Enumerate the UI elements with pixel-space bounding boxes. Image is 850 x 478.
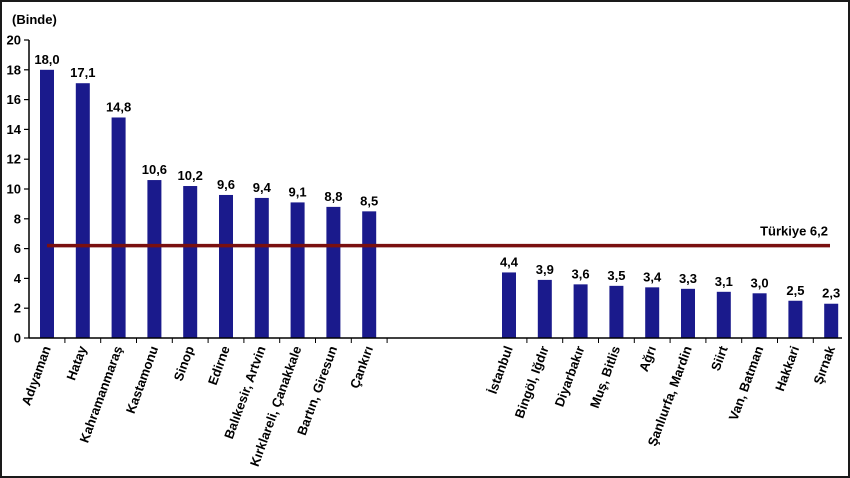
data-label: 9,6 [217,177,235,192]
data-label: 3,3 [679,271,697,286]
data-label: 8,8 [324,189,342,204]
bars [40,69,839,343]
bar [573,284,588,338]
bar [40,69,54,339]
bar [824,303,839,338]
data-label: 3,9 [536,262,554,277]
category-label: Diyarbakır [552,344,588,409]
bar [111,117,126,338]
y-tick-label: 6 [14,241,21,256]
y-tick-label: 20 [7,33,21,48]
category-label: Hakkari [772,344,802,393]
data-label: 9,4 [253,180,272,195]
reference-line-label: Türkiye 6,2 [760,224,828,239]
bar [362,211,377,338]
bar [183,186,198,338]
data-label: 10,6 [142,162,167,177]
data-label: 14,8 [106,99,131,114]
data-label: 3,1 [715,274,733,289]
y-tick-label: 14 [7,122,22,137]
data-label: 2,3 [822,286,840,301]
category-label: Bingöl, Iğdır [512,344,552,420]
y-tick-label: 8 [14,211,21,226]
y-axis: 0 2 4 6 8 10 12 14 16 18 20 [7,33,30,346]
bar [254,197,269,338]
data-label: 2,5 [786,283,804,298]
category-label: Ağrı [636,344,659,374]
bar [681,288,695,338]
bar [75,83,90,339]
bar [609,285,624,338]
y-axis-unit-label: (Binde) [12,12,57,27]
bar [716,291,731,338]
y-tick-label: 10 [7,182,21,197]
category-label: Edirne [205,344,233,387]
data-label: 17,1 [70,65,95,80]
bar [537,279,552,338]
data-label: 3,5 [607,268,625,283]
y-tick-label: 16 [7,92,21,107]
data-label: 3,6 [572,266,590,281]
bar [752,293,767,338]
data-label: 3,0 [751,275,769,290]
category-label: Çankırı [347,344,376,391]
y-tick-label: 2 [14,301,21,316]
y-tick-label: 18 [7,62,21,77]
data-label: 8,5 [360,193,378,208]
category-label: Van, Batman [726,344,767,423]
bar [147,180,162,338]
bar [788,300,803,338]
category-label: Sinop [171,344,197,383]
y-tick-label: 4 [14,271,22,286]
category-label: Hatay [63,343,89,382]
bar [645,287,660,338]
data-label: 3,4 [643,269,662,284]
bar [219,194,233,338]
bar [290,202,305,338]
bar [502,272,516,338]
category-label: Siirt [708,343,731,373]
reference-line-group: Türkiye 6,2 [47,224,830,248]
data-labels: 18,0 17,1 14,8 10,6 10,2 9,6 9,4 9,1 8,8 8,5 4,4 3,… [34,52,840,301]
data-label: 4,4 [500,254,519,269]
y-tick-label: 12 [7,152,21,167]
category-label: İstanbul [485,344,516,396]
y-tick-label: 0 [14,331,21,346]
data-label: 18,0 [34,52,59,67]
category-label: Muş, Bitlis [587,344,623,410]
bar [326,206,341,338]
category-label: Şırnak [810,343,838,386]
data-label: 9,1 [289,184,307,199]
data-label: 10,2 [178,168,203,183]
category-label: Adıyaman [18,344,53,408]
category-label: Kastamonu [123,344,161,416]
